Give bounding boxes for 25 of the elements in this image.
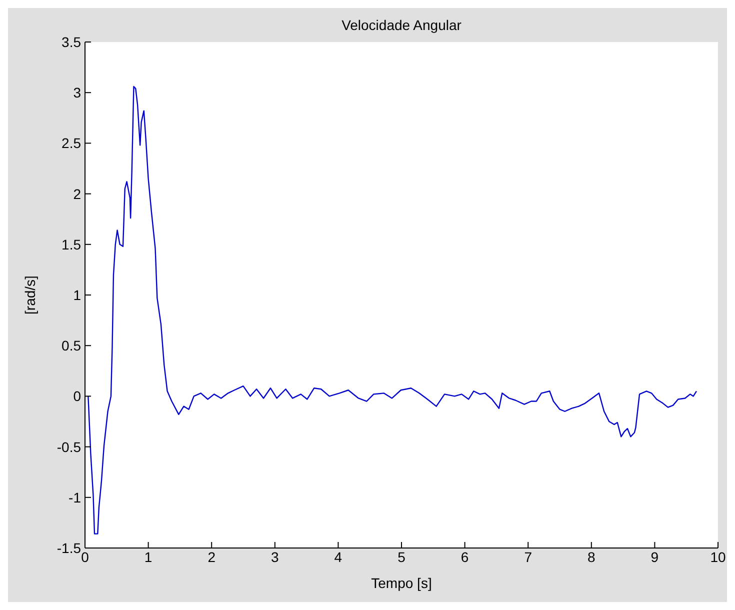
x-tick-label: 4 — [334, 548, 342, 565]
line-series — [88, 86, 698, 534]
y-tick-label: 0.5 — [62, 338, 82, 354]
x-tick-label: 7 — [524, 548, 532, 565]
y-tick-label: 2 — [73, 186, 82, 202]
y-tick-label: 3 — [73, 84, 82, 101]
x-tick-label: 6 — [460, 548, 469, 565]
chart-title: Velocidade Angular — [342, 17, 462, 33]
x-tick-label: 5 — [398, 548, 406, 565]
y-tick-label: 2.5 — [62, 135, 82, 152]
y-tick-label: -1 — [68, 489, 82, 506]
x-tick-label: 9 — [650, 548, 659, 565]
x-tick-label: 10 — [710, 548, 726, 565]
y-tick-label: 1.5 — [62, 236, 82, 252]
x-tick-label: 3 — [271, 548, 279, 565]
x-tick-label: 1 — [144, 548, 152, 565]
y-axis-title: [rad/s] — [22, 276, 38, 314]
y-tick-label: -0.5 — [56, 438, 82, 455]
x-axis-title: Tempo [s] — [371, 575, 432, 591]
x-tick-label: 8 — [588, 548, 596, 565]
y-tick-label: 0 — [73, 388, 82, 404]
x-tick-label: 2 — [208, 548, 216, 565]
y-tick-label: -1.5 — [56, 540, 82, 556]
y-tick-label: 1 — [73, 286, 82, 303]
y-tick-label: 3.5 — [62, 34, 82, 50]
